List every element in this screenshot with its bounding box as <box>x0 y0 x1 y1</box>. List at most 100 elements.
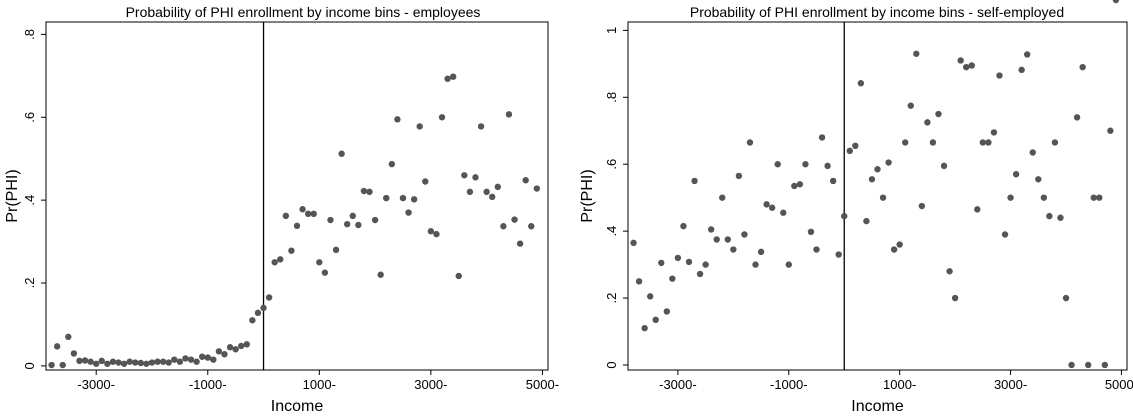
data-point-self-employed <box>741 231 748 238</box>
chart-title: Probability of PHI enrollment by income … <box>126 4 481 20</box>
y-tick-label: .8 <box>22 29 37 40</box>
data-point-employees <box>444 75 451 82</box>
data-point-employees <box>449 73 457 80</box>
data-point-employees <box>165 359 172 366</box>
data-point-self-employed <box>1073 114 1081 121</box>
data-point-employees <box>171 356 178 363</box>
data-point-self-employed <box>1101 361 1109 369</box>
data-point-employees <box>243 341 250 348</box>
data-point-employees <box>159 358 167 365</box>
data-point-self-employed <box>752 261 759 268</box>
data-point-self-employed <box>663 308 671 315</box>
data-point-employees <box>304 210 312 218</box>
data-point-employees <box>204 354 211 361</box>
data-point-employees <box>210 356 217 363</box>
data-point-self-employed <box>1051 139 1059 146</box>
data-point-self-employed <box>1057 214 1064 221</box>
x-tick-label: 3000- <box>414 377 447 392</box>
data-point-employees <box>120 360 128 367</box>
data-point-employees <box>316 259 323 266</box>
data-point-employees <box>500 223 507 230</box>
data-point-employees <box>494 183 501 191</box>
data-point-self-employed <box>774 161 781 168</box>
x-tick-label: 5000- <box>1105 377 1133 392</box>
data-point-employees <box>360 187 368 195</box>
data-point-employees <box>48 361 55 369</box>
data-point-employees <box>187 356 195 363</box>
x-tick-label: 3000- <box>994 377 1027 392</box>
data-point-employees <box>154 358 161 365</box>
data-point-self-employed <box>885 159 892 166</box>
data-point-employees <box>522 177 529 184</box>
data-point-employees <box>81 357 89 364</box>
data-point-employees <box>59 361 66 369</box>
data-point-employees <box>198 353 206 360</box>
data-point-employees <box>383 194 390 202</box>
data-point-self-employed <box>818 134 826 141</box>
data-point-employees <box>70 350 78 357</box>
x-axis-title: Income <box>271 398 324 415</box>
data-point-self-employed <box>763 201 770 208</box>
chart-panel-self-employed: Probability of PHI enrollment by income … <box>576 0 1133 416</box>
data-point-employees <box>533 185 541 192</box>
data-point-employees <box>472 174 479 181</box>
data-point-self-employed <box>1035 176 1042 183</box>
data-point-self-employed <box>1068 361 1075 369</box>
data-point-employees <box>410 196 418 203</box>
data-point-self-employed <box>1062 294 1070 302</box>
data-point-employees <box>265 294 273 301</box>
y-tick-label: .4 <box>604 226 619 237</box>
data-point-self-employed <box>924 119 931 126</box>
data-point-self-employed <box>785 261 792 268</box>
y-axis-title: Pr(PHI) <box>4 169 21 222</box>
plot-frame <box>627 21 1128 371</box>
data-point-self-employed <box>685 258 693 266</box>
data-point-self-employed <box>646 293 654 300</box>
data-point-self-employed <box>863 217 870 225</box>
data-point-employees <box>310 210 317 218</box>
data-point-self-employed <box>652 316 659 324</box>
data-point-self-employed <box>757 248 765 256</box>
data-point-self-employed <box>713 236 720 243</box>
data-point-self-employed <box>846 147 853 155</box>
data-point-employees <box>377 271 384 278</box>
data-point-self-employed <box>929 139 937 146</box>
data-point-self-employed <box>1107 127 1114 134</box>
data-point-employees <box>93 360 100 367</box>
data-point-self-employed <box>968 62 975 69</box>
data-point-employees <box>349 212 356 220</box>
data-point-employees <box>461 172 468 179</box>
data-point-self-employed <box>824 162 831 170</box>
data-point-self-employed <box>907 102 914 109</box>
data-point-self-employed <box>1090 194 1097 201</box>
data-point-employees <box>416 123 423 130</box>
data-point-employees <box>249 317 256 324</box>
data-point-employees <box>528 223 535 230</box>
data-point-self-employed <box>979 139 987 146</box>
data-point-self-employed <box>707 226 715 233</box>
data-point-self-employed <box>1084 361 1092 369</box>
data-point-employees <box>109 358 117 365</box>
data-point-employees <box>182 355 189 362</box>
data-point-employees <box>399 194 407 202</box>
data-point-self-employed <box>1040 194 1048 201</box>
data-point-self-employed <box>807 228 815 236</box>
data-point-self-employed <box>957 57 964 64</box>
data-point-self-employed <box>879 194 887 201</box>
data-point-employees <box>332 246 340 254</box>
data-point-self-employed <box>1018 66 1025 74</box>
data-point-employees <box>148 359 156 366</box>
data-point-self-employed <box>974 206 981 213</box>
data-point-employees <box>371 216 379 224</box>
data-point-self-employed <box>630 239 637 247</box>
data-point-employees <box>505 111 513 118</box>
data-point-employees <box>215 348 223 355</box>
data-point-employees <box>455 272 462 280</box>
x-tick-label: 1000- <box>303 377 336 392</box>
data-point-self-employed <box>835 251 842 258</box>
data-point-self-employed <box>635 278 643 285</box>
data-point-self-employed <box>1096 194 1103 201</box>
data-point-employees <box>76 357 83 365</box>
data-point-employees <box>271 259 278 266</box>
y-tick-label: .6 <box>604 159 619 170</box>
